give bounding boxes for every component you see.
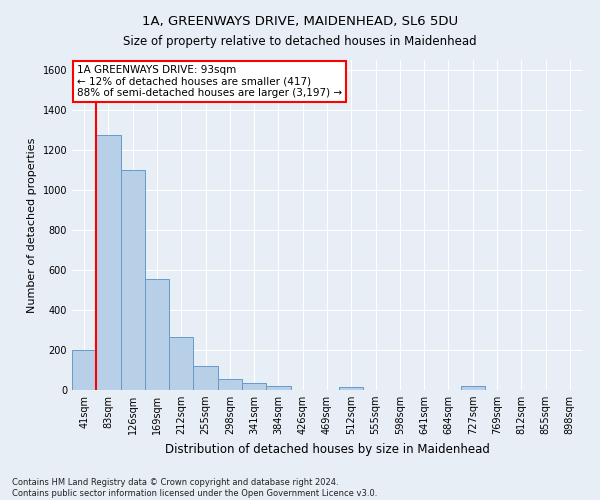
Bar	[242, 384, 266, 390]
Text: Contains HM Land Registry data © Crown copyright and database right 2024.
Contai: Contains HM Land Registry data © Crown c…	[12, 478, 377, 498]
Bar	[145, 279, 169, 390]
Text: 1A, GREENWAYS DRIVE, MAIDENHEAD, SL6 5DU: 1A, GREENWAYS DRIVE, MAIDENHEAD, SL6 5DU	[142, 15, 458, 28]
Bar	[218, 379, 242, 390]
Bar	[193, 366, 218, 390]
Bar	[72, 350, 96, 390]
Y-axis label: Number of detached properties: Number of detached properties	[27, 138, 37, 312]
Bar	[169, 337, 193, 390]
X-axis label: Distribution of detached houses by size in Maidenhead: Distribution of detached houses by size …	[164, 442, 490, 456]
Bar	[121, 170, 145, 390]
Bar	[266, 386, 290, 390]
Bar	[96, 135, 121, 390]
Text: 1A GREENWAYS DRIVE: 93sqm
← 12% of detached houses are smaller (417)
88% of semi: 1A GREENWAYS DRIVE: 93sqm ← 12% of detac…	[77, 65, 342, 98]
Bar	[461, 386, 485, 390]
Text: Size of property relative to detached houses in Maidenhead: Size of property relative to detached ho…	[123, 35, 477, 48]
Bar	[339, 387, 364, 390]
